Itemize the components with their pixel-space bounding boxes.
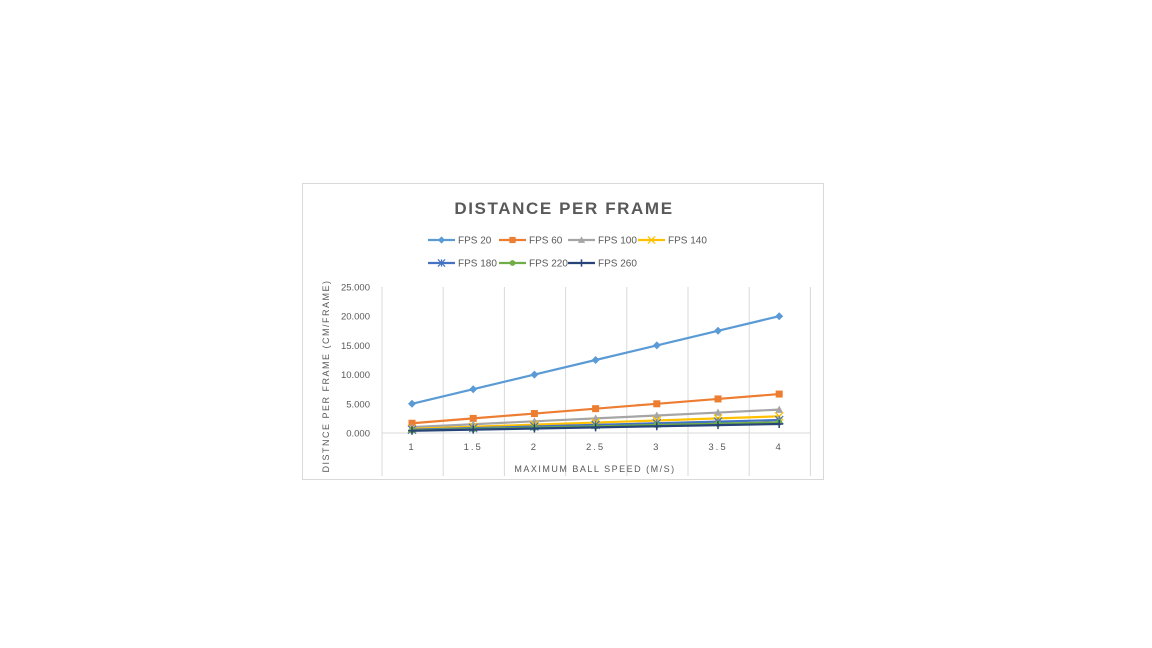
x-tick-label: 2 xyxy=(531,442,538,453)
data-point xyxy=(714,421,722,430)
data-point xyxy=(775,312,784,321)
legend-item: FPS 180 xyxy=(428,259,497,270)
chart-title: DISTANCE PER FRAME xyxy=(454,199,673,218)
data-point xyxy=(530,410,538,418)
data-point xyxy=(652,411,661,419)
x-tick-label: 1.5 xyxy=(464,442,483,453)
legend-item: FPS 100 xyxy=(568,236,637,247)
legend-label: FPS 140 xyxy=(668,236,707,247)
data-point xyxy=(652,422,661,431)
series-layer xyxy=(407,312,784,435)
data-point xyxy=(775,405,784,413)
chart-container: DISTANCE PER FRAME FPS 20 FPS 60 FPS 100 FP… xyxy=(302,183,824,480)
data-point xyxy=(775,390,783,398)
series-fps-20 xyxy=(408,312,784,408)
x-axis-ticks: 1 1.5 2 2.5 3 3.5 4 xyxy=(408,442,783,453)
data-point xyxy=(647,235,656,245)
legend-label: FPS 60 xyxy=(529,236,563,247)
legend-item: FPS 140 xyxy=(638,236,707,247)
legend-item: FPS 60 xyxy=(499,236,563,247)
x-tick-label: 4 xyxy=(776,442,783,453)
data-point xyxy=(408,426,416,435)
y-tick-label: 15.000 xyxy=(341,341,370,352)
data-point xyxy=(530,370,539,379)
data-point xyxy=(577,259,586,267)
x-tick-label: 3.5 xyxy=(708,442,727,453)
data-point xyxy=(591,356,600,364)
data-point xyxy=(408,399,416,408)
data-point xyxy=(509,236,516,244)
y-tick-label: 20.000 xyxy=(341,312,370,323)
x-tick-label: 3 xyxy=(653,442,660,453)
data-point xyxy=(469,425,478,434)
legend-label: FPS 180 xyxy=(458,259,497,270)
data-point xyxy=(714,395,722,403)
data-point xyxy=(653,400,661,408)
y-tick-label: 25.000 xyxy=(341,283,370,294)
data-point xyxy=(652,341,661,350)
data-point xyxy=(509,260,516,266)
x-tick-label: 1 xyxy=(408,442,415,453)
legend-item: FPS 220 xyxy=(499,259,568,270)
data-point xyxy=(591,423,600,432)
data-point xyxy=(437,258,446,268)
y-tick-label: 5.000 xyxy=(346,399,370,410)
data-point xyxy=(775,420,784,429)
legend-label: FPS 260 xyxy=(598,259,637,270)
legend: FPS 20 FPS 60 FPS 100 FPS 140 FPS 180 FPS 220… xyxy=(428,236,707,270)
data-point xyxy=(714,408,722,416)
legend-label: FPS 100 xyxy=(598,236,637,247)
gridlines xyxy=(381,287,811,476)
x-axis-label: MAXIMUM BALL SPEED (M/S) xyxy=(514,464,675,474)
y-axis-ticks: 0.000 5.000 10.000 15.000 20.000 25.000 xyxy=(341,283,370,440)
data-point xyxy=(714,326,722,335)
line-chart: DISTANCE PER FRAME FPS 20 FPS 60 FPS 100 FP… xyxy=(321,199,811,476)
data-point xyxy=(469,414,477,422)
legend-label: FPS 220 xyxy=(529,259,568,270)
y-tick-label: 10.000 xyxy=(341,370,370,381)
data-point xyxy=(469,385,478,394)
data-point xyxy=(577,236,586,243)
legend-item: FPS 20 xyxy=(428,236,492,247)
y-axis-label: DISTNCE PER FRAME (CM/FRAME) xyxy=(321,279,331,472)
legend-item: FPS 260 xyxy=(568,259,637,270)
data-point xyxy=(437,236,446,244)
series-fps-260 xyxy=(408,420,784,435)
legend-label: FPS 20 xyxy=(458,236,492,247)
x-tick-label: 2.5 xyxy=(586,442,605,453)
data-point xyxy=(530,424,539,433)
y-tick-label: 0.000 xyxy=(346,429,370,440)
data-point xyxy=(592,405,600,413)
